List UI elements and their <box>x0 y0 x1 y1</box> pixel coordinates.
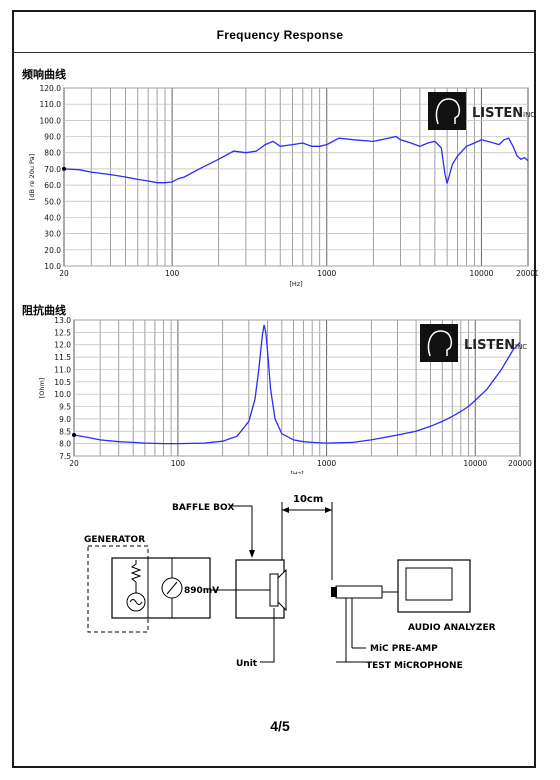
y-tick-label: 10.0 <box>44 262 61 271</box>
y-tick-label: 7.5 <box>59 452 71 461</box>
logo-suffix-text: INC <box>515 343 527 351</box>
test-microphone-label: TEST MiCROPHONE <box>366 661 463 671</box>
impedance-section-label: 阻抗曲线 <box>22 304 66 317</box>
unit-label: Unit <box>236 659 258 669</box>
y-tick-label: 90.0 <box>44 133 61 142</box>
series-start-marker <box>62 166 66 171</box>
test-microphone <box>335 585 383 599</box>
y-tick-label: 50.0 <box>44 197 61 206</box>
x-tick-label: 1000 <box>317 459 336 468</box>
y-axis-label: [Ohm] <box>38 378 46 399</box>
page-title: Frequency Response <box>216 28 344 42</box>
series-start-marker <box>72 432 76 437</box>
page-border <box>12 10 536 768</box>
y-tick-label: 12.0 <box>54 341 71 350</box>
generator-dashed-box <box>87 545 149 633</box>
baffle-box-label: BAFFLE BOX <box>172 503 234 513</box>
x-tick-label: 20 <box>69 459 79 468</box>
measurement-setup-diagram: 10cm BAFFLE BOX Unit GENERATOR 890mV MiC… <box>84 494 496 671</box>
x-tick-label: 10000 <box>463 459 487 468</box>
logo-head-icon <box>427 330 453 357</box>
x-axis-label: [Hz] <box>289 280 302 288</box>
voltmeter-needle <box>166 581 178 595</box>
frequency-section-label: 频响曲线 <box>22 68 66 81</box>
distance-label: 10cm <box>293 494 323 505</box>
y-tick-label: 20.0 <box>44 246 61 255</box>
y-tick-label: 11.5 <box>54 353 71 362</box>
y-tick-label: 11.0 <box>54 365 71 374</box>
logo-suffix-text: INC <box>523 111 535 119</box>
x-tick-label: 1000 <box>317 269 336 278</box>
series-line <box>63 135 529 184</box>
distance-arrowhead-left <box>282 507 289 513</box>
speaker-cone <box>277 568 287 612</box>
listen-logo: LISTEN INC <box>420 324 527 362</box>
y-tick-label: 40.0 <box>44 213 61 222</box>
y-tick-label: 10.5 <box>54 378 71 387</box>
audio-analyzer-label: AUDIO ANALYZER <box>408 623 496 633</box>
y-tick-label: 70.0 <box>44 165 61 174</box>
resistor-symbol <box>130 560 142 583</box>
generator-circuit <box>111 557 211 619</box>
sine-wave-icon <box>129 599 143 605</box>
generator-label: GENERATOR <box>84 535 145 545</box>
frequency-response-chart: 120.0 110.0 100.0 90.0 80.0 70.0 60.0 50.0 40.0 3… <box>28 84 538 288</box>
y-tick-label: 120.0 <box>40 84 62 93</box>
logo-head-badge <box>420 324 458 362</box>
logo-head-badge <box>428 92 466 130</box>
x-tick-label: 10000 <box>470 269 494 278</box>
y-tick-label: 110.0 <box>40 100 62 109</box>
logo-head-icon <box>435 98 461 125</box>
logo-brand-text: LISTEN <box>464 338 515 353</box>
listen-logo: LISTEN INC <box>428 92 535 130</box>
baffle-box-arrowhead <box>249 550 255 558</box>
voltage-reading: 890mV <box>184 586 219 596</box>
y-tick-label: 8.0 <box>59 440 71 449</box>
baffle-box-leader <box>232 505 253 556</box>
impedance-chart: 13.0 12.5 12.0 11.5 11.0 10.5 10.0 9.5 9.0 8.5 8.0… <box>38 316 532 474</box>
mic-preamp-label: MiC PRE-AMP <box>370 644 438 654</box>
x-axis-label: [Hz] <box>290 470 303 474</box>
logo-brand-text: LISTEN <box>472 106 523 121</box>
page-number: 4/5 <box>270 718 290 734</box>
y-tick-label: 9.0 <box>59 415 71 424</box>
y-tick-label: 80.0 <box>44 149 61 158</box>
speaker-unit <box>269 573 279 607</box>
y-tick-label: 30.0 <box>44 230 61 239</box>
y-tick-label: 8.5 <box>59 427 71 436</box>
y-axis-label: [dB re 20u Pa] <box>28 154 36 200</box>
title-divider <box>12 52 536 53</box>
y-tick-label: 60.0 <box>44 181 61 190</box>
y-tick-label: 10.0 <box>54 390 71 399</box>
x-tick-label: 20000 <box>516 269 538 278</box>
x-tick-label: 100 <box>171 459 186 468</box>
microphone-capsule <box>331 587 337 597</box>
unit-leader <box>260 608 275 663</box>
y-tick-label: 12.5 <box>54 328 71 337</box>
y-tick-label: 100.0 <box>40 116 62 125</box>
series-line <box>73 324 521 445</box>
x-tick-label: 100 <box>165 269 180 278</box>
y-tick-label: 13.0 <box>54 316 71 325</box>
x-tick-label: 20000 <box>508 459 532 468</box>
distance-arrowhead-right <box>325 507 332 513</box>
analyzer-screen <box>405 567 453 601</box>
x-tick-label: 20 <box>59 269 69 278</box>
y-tick-label: 9.5 <box>59 403 71 412</box>
